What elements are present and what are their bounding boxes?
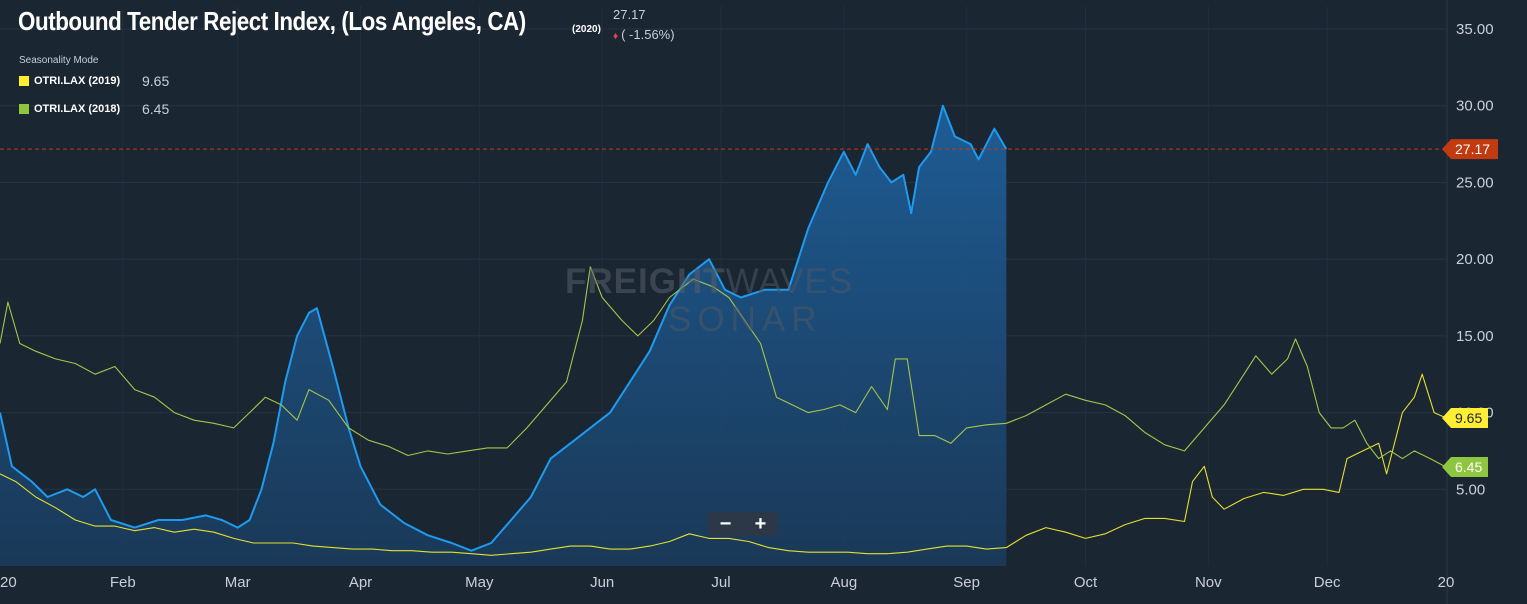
series-area [0,105,1007,566]
x-tick-label: Mar [225,574,251,591]
zoom-controls: − + [708,512,778,536]
legend-value: 6.45 [142,101,170,117]
x-tick-label: Dec [1314,574,1341,591]
x-axis: 20 Feb Mar Apr May Jun Jul Aug Sep Oct Nov Dec 20 [0,574,1454,591]
x-tick-label: Nov [1195,574,1222,591]
series-area-2020 [0,105,1007,566]
y-tick-label: 25.00 [1456,174,1494,191]
legend-value: 9.65 [142,73,170,89]
y-tick-label: 30.00 [1456,98,1494,115]
x-tick-label: Feb [110,574,136,591]
current-value-badge [1442,139,1498,160]
series-line-1 [0,373,1447,556]
y-tick-label: 5.00 [1456,481,1485,498]
watermark-bold: FREIGHT [565,262,726,301]
series-lines [0,104,1447,556]
series-line-2 [0,266,1447,468]
change-indicator: ♦( -1.56%) [613,27,675,42]
down-arrow-icon: ♦ [613,31,619,42]
y-tick-label: 20.00 [1456,251,1494,268]
end-label-text: 9.65 [1455,410,1482,426]
legend-item-2018[interactable]: OTRI.LAX (2018) 6.45 [19,101,169,117]
x-tick-label: May [465,574,494,591]
x-tick-label: Jun [590,574,614,591]
end-labels: 9.65 6.45 [1442,407,1488,478]
current-value-label: 27.17 [1455,141,1490,157]
x-tick-label: Aug [830,574,857,591]
last-value: 27.17 [613,7,646,22]
change-value: ( -1.56%) [621,27,675,42]
legend-swatch-2018 [19,104,29,114]
x-tick-label: 20 [0,574,17,591]
chart-title: Outbound Tender Reject Index, (Los Angel… [18,6,526,36]
end-label-badge [1442,407,1488,428]
legend-item-2019[interactable]: OTRI.LAX (2019) 9.65 [19,73,169,89]
watermark-light: WAVES [725,262,854,301]
legend-name: OTRI.LAX (2019) [34,75,121,87]
y-tick-label: 35.00 [1456,21,1494,38]
current-value-marker: 27.17 [0,139,1498,160]
zoom-in-button[interactable]: + [754,513,767,535]
x-tick-label: Apr [349,574,372,591]
x-tick-label: Sep [953,574,980,591]
x-tick-label: Oct [1074,574,1098,591]
watermark-sonar: SONAR [668,300,823,339]
end-label-text: 6.45 [1455,459,1482,475]
x-tick-label: 20 [1438,574,1455,591]
watermark-logo: FREIGHTWAVES [565,262,853,302]
chart-header: Outbound Tender Reject Index, (Los Angel… [18,6,608,37]
legend-swatch-2019 [19,76,29,86]
legend-name: OTRI.LAX (2018) [34,103,121,115]
year-tag: (2020) [572,24,601,35]
seasonality-mode-label: Seasonality Mode [19,55,99,66]
x-tick-label: Jul [711,574,730,591]
zoom-out-button[interactable]: − [719,513,732,535]
series-line-0 [0,104,1008,552]
end-label-badge [1442,457,1488,478]
y-tick-label: 15.00 [1456,328,1494,345]
